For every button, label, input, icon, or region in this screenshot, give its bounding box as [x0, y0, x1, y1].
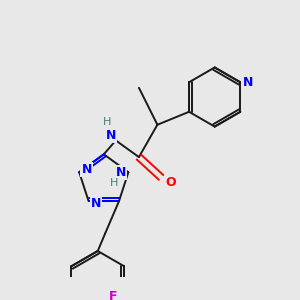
- Text: N: N: [81, 163, 92, 176]
- Text: N: N: [242, 76, 253, 89]
- Text: N: N: [116, 166, 126, 179]
- Text: H: H: [110, 178, 119, 188]
- Text: N: N: [106, 129, 116, 142]
- Text: H: H: [102, 117, 111, 127]
- Text: F: F: [109, 290, 117, 300]
- Text: N: N: [91, 197, 101, 210]
- Text: O: O: [165, 176, 175, 188]
